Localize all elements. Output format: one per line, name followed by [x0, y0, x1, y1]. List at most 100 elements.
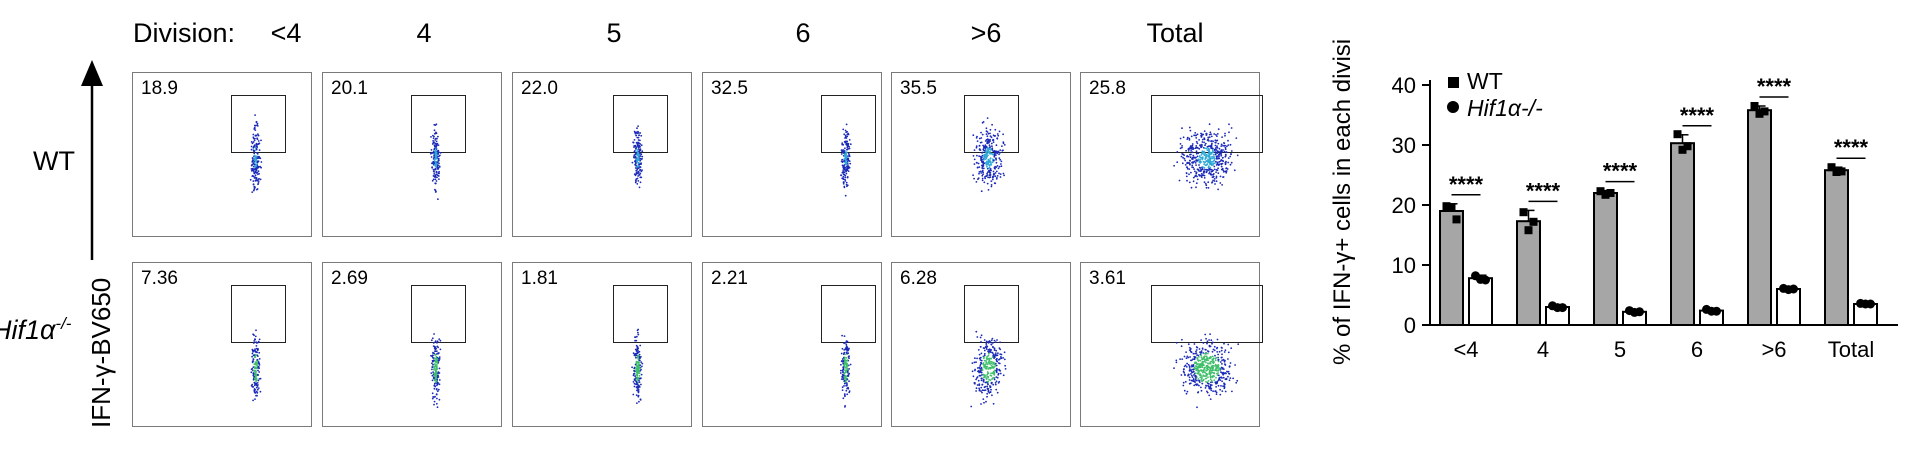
legend-ko-marker — [1447, 101, 1459, 113]
gate-box — [964, 95, 1019, 153]
y-tick-label: 40 — [1392, 73, 1416, 98]
gate-percentage: 3.61 — [1089, 268, 1126, 289]
division-header-4: 4 — [416, 18, 432, 48]
data-point — [1558, 303, 1567, 313]
data-point — [1683, 142, 1692, 151]
data-point — [1837, 167, 1846, 176]
scatter-dots — [1173, 333, 1240, 409]
scatter-dots — [972, 117, 1006, 193]
data-point — [1866, 299, 1875, 309]
data-point — [1712, 306, 1721, 316]
gate-percentage: 18.9 — [141, 78, 178, 99]
significance-label: **** — [1449, 172, 1484, 197]
flow-panel: 35.5 — [891, 72, 1071, 237]
bar — [1824, 169, 1849, 326]
y-axis-title: % of IFN-γ+ cells in each division — [1329, 40, 1356, 365]
flow-panel: 6.28 — [891, 262, 1071, 427]
data-point — [1519, 208, 1528, 217]
flow-panel: 2.69 — [322, 262, 502, 427]
flow-panel: 32.5 — [702, 72, 882, 237]
legend-wt-marker — [1448, 77, 1459, 88]
scatter-dots — [839, 334, 852, 408]
bar — [1516, 220, 1541, 326]
data-point — [1635, 307, 1644, 317]
gate-percentage: 32.5 — [711, 78, 748, 99]
scatter-dots — [631, 328, 644, 404]
flow-panel: 22.0 — [512, 72, 692, 237]
gate-percentage: 25.8 — [1089, 78, 1126, 99]
flow-panel: 1.81 — [512, 262, 692, 427]
scatter-dots — [430, 333, 442, 409]
gate-box — [1151, 285, 1263, 343]
y-tick-label: 20 — [1392, 193, 1416, 218]
x-tick-label: 5 — [1614, 337, 1626, 362]
data-point — [1832, 168, 1841, 176]
data-point — [1789, 284, 1798, 294]
gate-percentage: 35.5 — [900, 78, 937, 99]
bar — [1439, 210, 1464, 326]
scatter-dots — [970, 330, 1007, 408]
data-point — [1481, 275, 1490, 285]
gate-percentage: 20.1 — [331, 78, 368, 99]
scatter-dots — [840, 123, 852, 197]
x-tick-label: Total — [1828, 337, 1874, 362]
scatter-dots — [631, 125, 644, 189]
scatter-dots — [249, 114, 263, 193]
gate-box — [231, 95, 286, 153]
bar — [1468, 277, 1493, 326]
gate-box — [821, 285, 876, 343]
significance-label: **** — [1834, 135, 1869, 160]
division-header-lt4: <4 — [270, 18, 302, 48]
data-point — [1755, 109, 1764, 118]
row-label-hif1a-ko: Hif1α-/- — [0, 314, 72, 345]
bar — [1776, 288, 1801, 326]
data-point — [1452, 215, 1461, 224]
gate-percentage: 1.81 — [521, 268, 558, 289]
y-tick-label: 0 — [1404, 313, 1416, 338]
row-label-wt: WT — [33, 146, 75, 176]
gate-percentage: 2.21 — [711, 268, 748, 289]
data-point — [1673, 130, 1682, 139]
division-header-total: Total — [1146, 18, 1204, 48]
data-point — [1606, 189, 1615, 197]
x-tick-label: 4 — [1537, 337, 1549, 362]
bar — [1670, 142, 1695, 326]
significance-label: **** — [1526, 178, 1561, 203]
significance-label: **** — [1757, 74, 1792, 99]
scatter-dots — [250, 329, 262, 402]
gate-box — [1151, 95, 1263, 153]
y-axis-label: IFN-γ-BV650 — [86, 277, 116, 428]
flow-panel: 3.61 — [1080, 262, 1263, 427]
division-header-5: 5 — [606, 18, 622, 48]
significance-label: **** — [1603, 159, 1638, 184]
y-axis-arrow — [81, 60, 103, 260]
gate-percentage: 6.28 — [900, 268, 937, 289]
gate-box — [613, 285, 668, 343]
significance-label: **** — [1680, 103, 1715, 128]
scatter-dots — [430, 123, 442, 201]
division-header-gt6: >6 — [970, 18, 1002, 48]
x-tick-label: >6 — [1761, 337, 1786, 362]
data-point — [1529, 217, 1538, 226]
data-point — [1678, 145, 1687, 154]
division-label: Division: — [133, 18, 236, 48]
flow-panel: 7.36 — [132, 262, 312, 427]
x-tick-label: 6 — [1691, 337, 1703, 362]
flow-panel: 18.9 — [132, 72, 312, 237]
flow-panel: 20.1 — [322, 72, 502, 237]
x-tick-label: <4 — [1453, 337, 1478, 362]
data-point — [1447, 203, 1456, 212]
gate-box — [613, 95, 668, 153]
data-point — [1596, 187, 1605, 196]
bar — [1593, 192, 1618, 326]
gate-box — [821, 95, 876, 153]
y-tick-label: 30 — [1392, 133, 1416, 158]
y-tick-label: 10 — [1392, 253, 1416, 278]
data-point — [1442, 202, 1451, 211]
bar-chart: 0 10 20 30 40 % of IFN-γ+ cells in each divis… — [1329, 40, 1898, 365]
legend-wt-label: WT — [1467, 68, 1503, 94]
scatter-dots — [1173, 123, 1239, 191]
data-point — [1750, 102, 1759, 110]
gate-percentage: 7.36 — [141, 268, 178, 289]
gate-box — [964, 285, 1019, 343]
